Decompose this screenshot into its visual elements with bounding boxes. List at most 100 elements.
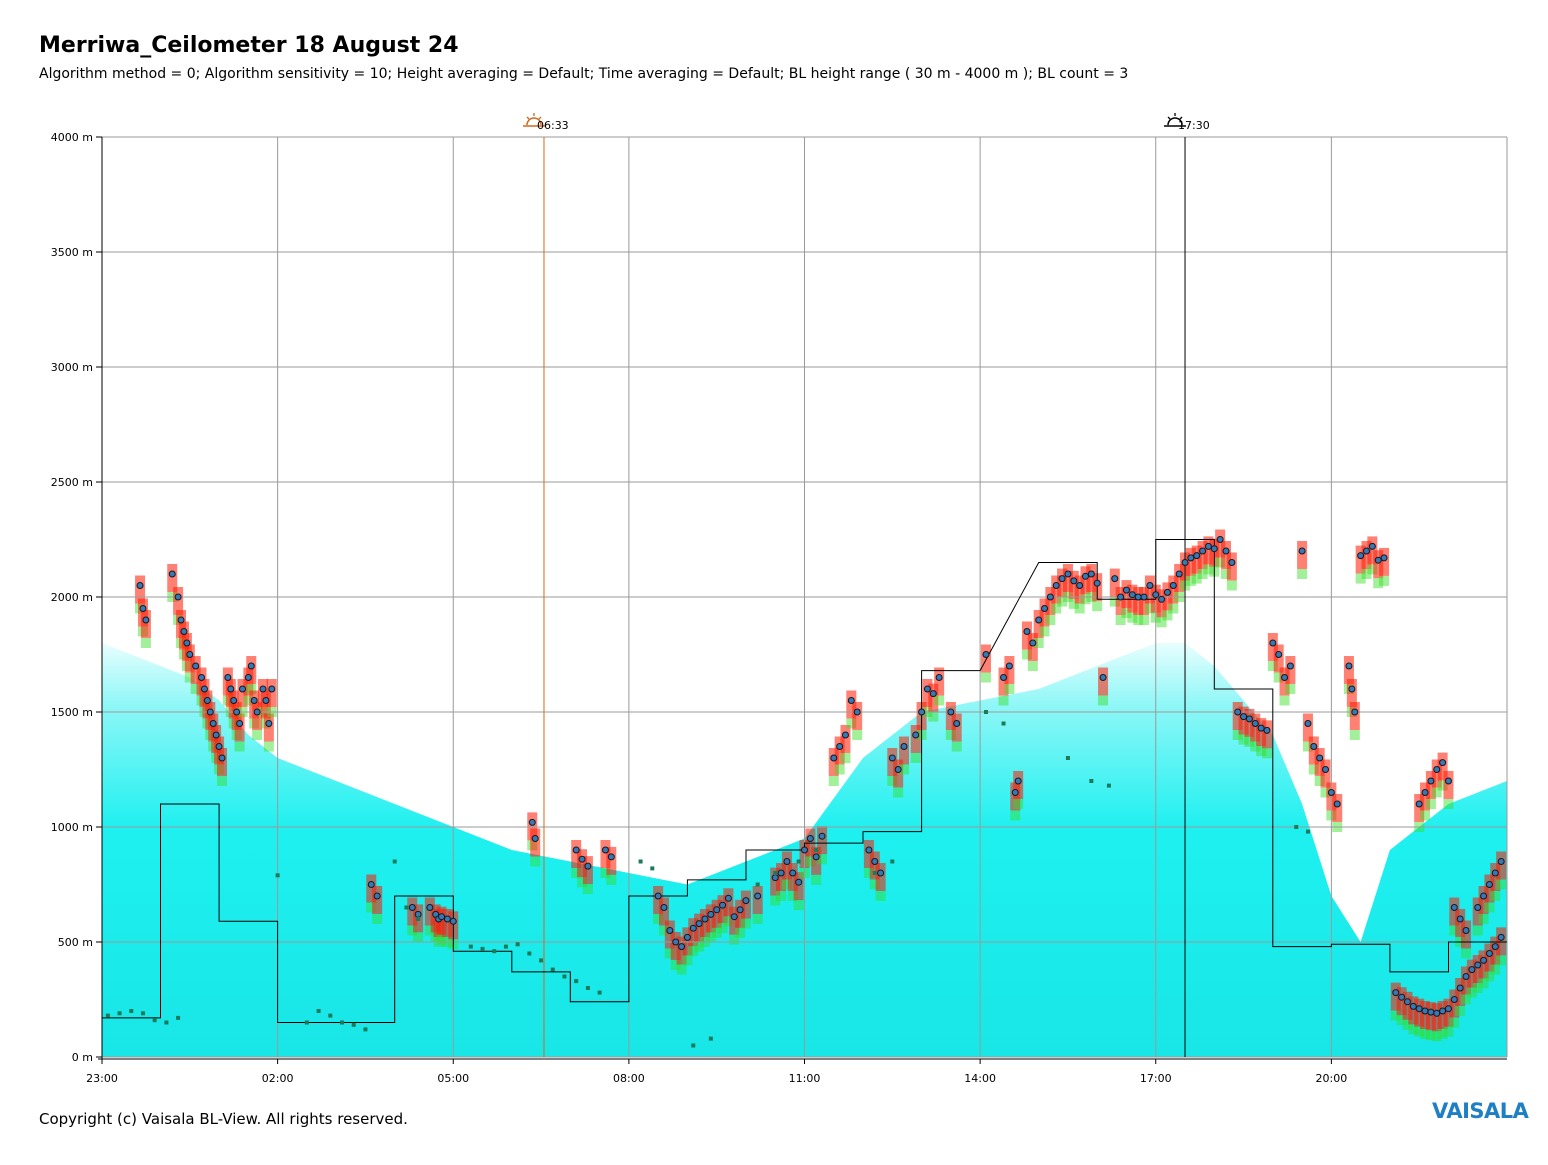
backscatter-band-low [1478, 914, 1489, 924]
sunset-icon [1164, 113, 1187, 127]
backscatter-band-low [1414, 1026, 1425, 1037]
bl-point [1468, 966, 1476, 974]
bl-point [1357, 552, 1365, 560]
bl-point [1427, 777, 1435, 785]
bl-point [1046, 593, 1054, 601]
cloud-base-point [392, 859, 397, 864]
backscatter-band-low [1256, 746, 1267, 757]
backscatter-band-low [705, 932, 716, 943]
backscatter-band [1449, 897, 1460, 926]
backscatter-band [1115, 587, 1126, 615]
backscatter-band [653, 886, 664, 914]
backscatter-band-low [1425, 799, 1436, 809]
backscatter-band [263, 713, 274, 742]
backscatter-band-low [887, 776, 898, 786]
bl-point [1322, 766, 1330, 773]
backscatter-band-low [1402, 1019, 1413, 1030]
backscatter-band [1285, 656, 1296, 684]
backscatter-band-low [430, 932, 441, 943]
bl-point [367, 881, 375, 888]
backscatter-band-low [817, 854, 828, 865]
bl-point [449, 917, 457, 925]
backscatter-band [1437, 752, 1448, 781]
backscatter-band-low [1109, 596, 1120, 607]
bl-point [1058, 575, 1066, 583]
cloud-base-point [480, 946, 485, 951]
backscatter-band [893, 759, 904, 788]
backscatter-band-low [840, 753, 851, 763]
backscatter-band-low [682, 955, 693, 966]
backscatter-band-low [1484, 902, 1495, 913]
x-tick-label: 02:00 [262, 1072, 294, 1085]
backscatter-band [1431, 1003, 1442, 1032]
bl-point [1497, 858, 1505, 865]
bl-point [912, 731, 920, 739]
chart-subtitle: Algorithm method = 0; Algorithm sensitiv… [39, 66, 1129, 82]
backscatter-band [735, 899, 746, 928]
backscatter-band [1308, 736, 1319, 765]
bl-point [1456, 984, 1464, 992]
bl-point [1456, 915, 1464, 923]
bl-point [1064, 570, 1072, 578]
bl-point [1240, 713, 1248, 721]
cloud-base-point [1065, 756, 1070, 760]
backscatter-band [1461, 920, 1472, 949]
bl-point [947, 708, 955, 716]
bl-point [1409, 1002, 1417, 1010]
cloud-base-point [872, 871, 877, 875]
backscatter-band-low [1021, 649, 1032, 660]
backscatter-band [217, 748, 228, 776]
backscatter-band-low [1013, 799, 1024, 809]
backscatter-band-low [1466, 987, 1477, 998]
backscatter-band [260, 690, 271, 719]
backscatter-band-low [735, 927, 746, 938]
cloud-base-point [1001, 721, 1006, 726]
sunrise-label: 06:33 [537, 119, 569, 132]
backscatter-band [1098, 667, 1109, 696]
bl-point [1257, 724, 1265, 732]
backscatter-band-low [928, 711, 939, 722]
backscatter-band-low [1261, 748, 1272, 759]
backscatter-band [840, 725, 851, 753]
sunset-icon-arc [1167, 117, 1183, 126]
backscatter-band-low [980, 672, 991, 683]
cloud-base-point [1305, 829, 1310, 834]
bl-point [203, 697, 211, 704]
bl-point [528, 818, 536, 826]
backscatter-band-low [1115, 615, 1126, 625]
backscatter-band-low [1496, 879, 1507, 890]
backscatter-band-low [723, 916, 734, 927]
bl-point [1415, 800, 1423, 808]
bl-point [789, 869, 797, 877]
bl-point [795, 878, 803, 886]
backscatter-band-low [1033, 638, 1044, 648]
backscatter-band [140, 610, 151, 638]
backscatter-band [424, 897, 435, 926]
backscatter-band-low [1490, 891, 1501, 901]
backscatter-band [1443, 771, 1454, 799]
backscatter-band [1021, 621, 1032, 650]
bl-point [1035, 616, 1043, 624]
bl-point [1444, 777, 1452, 785]
backscatter-band [1346, 679, 1357, 707]
cloud-base-point [574, 979, 579, 984]
cloud-base-point [416, 917, 421, 921]
backscatter-band [1057, 568, 1068, 597]
backscatter-band-low [372, 914, 383, 924]
backscatter-band [740, 890, 751, 919]
backscatter-band-low [1461, 994, 1472, 1005]
bl-point [888, 754, 896, 762]
backscatter-band-low [407, 925, 418, 936]
backscatter-band [945, 702, 956, 730]
cloud-base-point [708, 1036, 713, 1041]
backscatter-band [1302, 713, 1313, 742]
bl-point [1014, 777, 1022, 785]
backscatter-band [1320, 759, 1331, 788]
cloud-base-point [1106, 783, 1111, 788]
backscatter-band-low [1443, 799, 1454, 809]
bl-point [1122, 586, 1130, 594]
bl-point [1134, 593, 1142, 601]
backscatter-band-low [577, 877, 588, 888]
bl-point [836, 743, 844, 750]
backscatter-band [1039, 598, 1050, 627]
